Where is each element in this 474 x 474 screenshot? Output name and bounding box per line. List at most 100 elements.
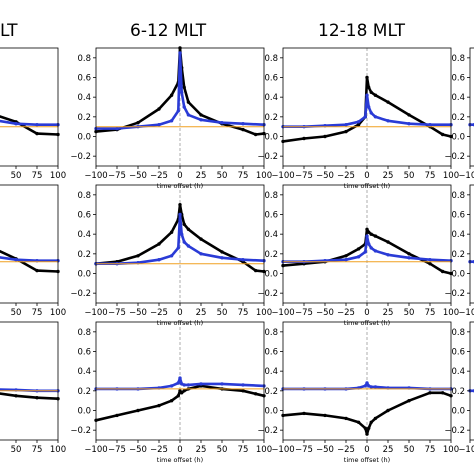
data-point-blue_series bbox=[169, 384, 174, 388]
data-point-blue_series bbox=[169, 119, 174, 123]
y-tick-label: 0.2 bbox=[77, 250, 91, 260]
x-tick-label: 25 bbox=[196, 171, 207, 181]
data-point-black_series bbox=[176, 394, 180, 398]
y-tick-label: 0.4 bbox=[451, 93, 465, 103]
data-point-black_series bbox=[157, 107, 161, 111]
data-point-blue_series bbox=[373, 385, 378, 389]
y-tick-label: 0.2 bbox=[451, 113, 465, 123]
data-point-black_series bbox=[182, 222, 186, 226]
data-point-black_series bbox=[157, 403, 161, 408]
data-point-black_series bbox=[136, 408, 140, 413]
y-tick-label: −0.2 bbox=[70, 289, 91, 299]
x-tick-label: 75 bbox=[238, 308, 249, 318]
data-point-black_series bbox=[440, 269, 445, 274]
y-tick-label: 0.0 bbox=[451, 133, 465, 143]
x-tick-label: −50 bbox=[316, 445, 334, 455]
data-point-black_series bbox=[440, 391, 445, 395]
data-point-black_series bbox=[35, 131, 39, 136]
data-point-blue_series bbox=[373, 249, 378, 253]
x-tick-label: 100 bbox=[256, 445, 272, 455]
data-point-black_series bbox=[369, 420, 373, 424]
data-point-blue_series bbox=[178, 51, 182, 55]
x-tick-label: 50 bbox=[11, 445, 22, 455]
data-point-black_series bbox=[182, 85, 186, 90]
x-tick-label: 0 bbox=[177, 308, 182, 318]
data-point-black_series bbox=[363, 426, 367, 430]
x-tick-label: 75 bbox=[32, 445, 43, 455]
x-axis-label: time offset (h) bbox=[344, 456, 390, 464]
x-tick-label: 25 bbox=[383, 308, 394, 318]
x-tick-label: −100 bbox=[271, 308, 294, 318]
axes-frame bbox=[469, 321, 474, 441]
data-point-black_series bbox=[169, 93, 174, 97]
data-point-black_series bbox=[199, 113, 203, 117]
data-point-blue_series bbox=[182, 383, 186, 387]
data-point-blue_series bbox=[365, 93, 369, 97]
x-tick-label: −100 bbox=[458, 308, 474, 318]
x-tick-label: 0 bbox=[364, 171, 369, 181]
data-point-black_series bbox=[157, 242, 161, 246]
data-point-black_series bbox=[344, 416, 348, 421]
data-point-black_series bbox=[373, 416, 378, 421]
x-tick-label: −100 bbox=[84, 445, 107, 455]
y-tick-label: 0.0 bbox=[264, 407, 278, 417]
chart-panel-row3-col3: −0.2 0.0 0.2 0.4 0.6 0.8 −100 −75 −50 −25 0 25 50 75 1… bbox=[257, 321, 459, 464]
data-point-black_series bbox=[407, 399, 411, 403]
x-tick-label: 75 bbox=[32, 308, 43, 318]
data-point-blue_series bbox=[199, 382, 203, 386]
y-tick-label: 0.4 bbox=[264, 367, 278, 377]
data-point-black_series bbox=[115, 413, 119, 418]
series-line-blue_series bbox=[96, 213, 265, 266]
x-tick-label: 25 bbox=[383, 445, 394, 455]
x-tick-label: 50 bbox=[404, 308, 415, 318]
x-tick-label: −75 bbox=[108, 445, 126, 455]
data-point-black_series bbox=[14, 394, 18, 398]
data-point-black_series bbox=[241, 127, 245, 132]
x-tick-label: 75 bbox=[238, 171, 249, 181]
x-tick-label: −75 bbox=[295, 171, 313, 181]
x-tick-label: 0 bbox=[364, 308, 369, 318]
data-point-black_series bbox=[367, 85, 371, 90]
data-point-black_series bbox=[136, 254, 140, 258]
data-point-blue_series bbox=[220, 121, 224, 125]
data-point-blue_series bbox=[178, 212, 182, 217]
x-tick-label: −100 bbox=[271, 171, 294, 181]
data-point-blue_series bbox=[407, 256, 411, 260]
data-point-black_series bbox=[344, 254, 348, 258]
x-tick-label: 75 bbox=[425, 445, 436, 455]
x-tick-label: 100 bbox=[50, 308, 66, 318]
data-point-black_series bbox=[367, 230, 371, 234]
data-point-blue_series bbox=[367, 242, 371, 246]
y-tick-label: 0.0 bbox=[77, 133, 91, 143]
y-tick-label: 0.4 bbox=[77, 93, 91, 103]
series-line-blue_series bbox=[96, 51, 265, 130]
data-point-black_series bbox=[369, 90, 373, 95]
x-tick-label: −100 bbox=[84, 308, 107, 318]
data-point-black_series bbox=[428, 262, 432, 266]
x-tick-label: 50 bbox=[11, 171, 22, 181]
y-tick-label: 0.0 bbox=[77, 407, 91, 417]
y-tick-label: 0.8 bbox=[264, 191, 278, 201]
data-point-black_series bbox=[180, 391, 184, 395]
data-point-black_series bbox=[186, 227, 191, 231]
chart-panel-row2-col3: −0.2 0.0 0.2 0.4 0.6 0.8 −100 −75 −50 −25 0 25 50 75 1… bbox=[257, 184, 459, 327]
data-point-blue_series bbox=[176, 109, 180, 113]
data-point-blue_series bbox=[186, 113, 191, 117]
y-tick-label: 0.8 bbox=[264, 328, 278, 338]
x-tick-label: −50 bbox=[129, 171, 147, 181]
data-point-black_series bbox=[35, 396, 39, 400]
y-tick-label: 0.8 bbox=[451, 191, 465, 201]
chart-panel-row1-col1: −0.20.00.20.40.60.8−100−75−50−2502550751… bbox=[0, 47, 66, 181]
data-point-blue_series bbox=[182, 105, 186, 109]
y-tick-label: 0.0 bbox=[451, 407, 465, 417]
data-point-blue_series bbox=[241, 258, 245, 262]
x-tick-label: −50 bbox=[129, 308, 147, 318]
x-tick-label: 75 bbox=[425, 308, 436, 318]
data-point-black_series bbox=[136, 121, 140, 125]
data-point-blue_series bbox=[176, 246, 180, 250]
y-tick-label: 0.4 bbox=[264, 93, 278, 103]
x-tick-label: −50 bbox=[129, 445, 147, 455]
data-point-black_series bbox=[356, 420, 361, 424]
y-tick-label: 0.2 bbox=[264, 387, 278, 397]
